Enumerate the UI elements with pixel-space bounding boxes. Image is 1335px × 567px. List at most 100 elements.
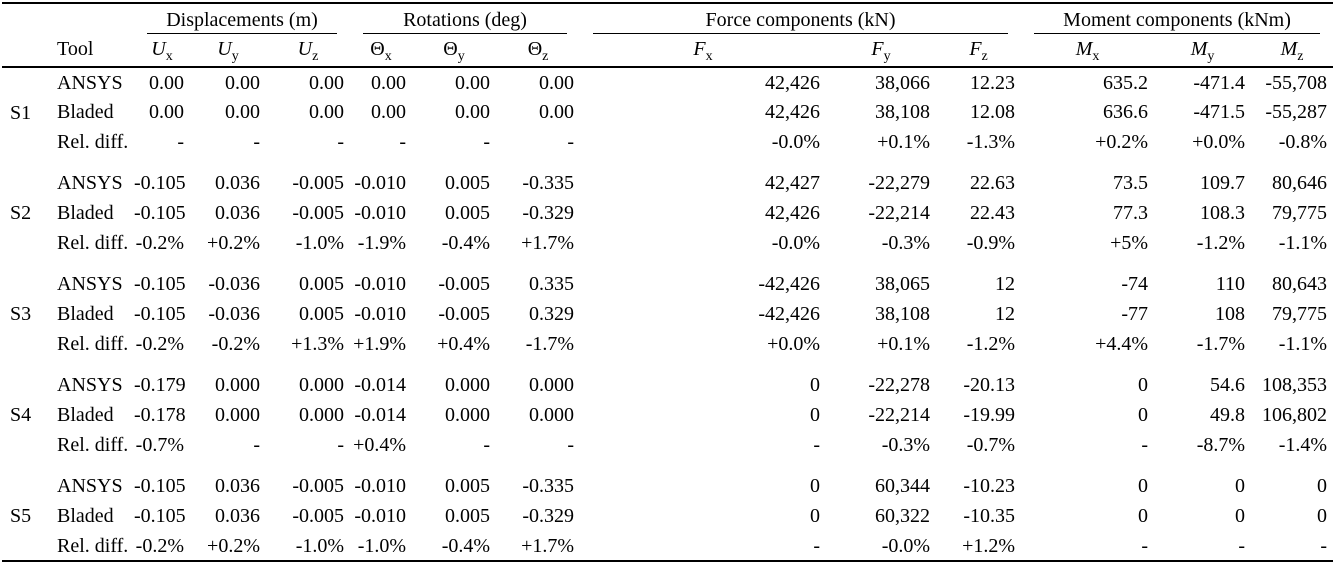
column-symbol: F: [969, 37, 982, 60]
value-cell: +1.2%: [962, 534, 1016, 557]
value-cell: 0.00: [371, 101, 407, 123]
value-cell: -0.014: [354, 374, 407, 396]
tool-cell: Rel. diff.: [57, 131, 129, 153]
group-label-forces: Force components (kN): [593, 10, 1009, 34]
value-cell: 60,322: [875, 505, 931, 527]
value-cell: -1.1%: [1278, 333, 1328, 355]
value-cell: 79,775: [1272, 303, 1328, 325]
value-cell: 0.000: [299, 404, 345, 426]
value-cell: 106,802: [1262, 404, 1328, 426]
value-cell: -0.010: [354, 475, 407, 497]
group-spacer: [2, 157, 1333, 168]
value-cell: -1.3%: [966, 131, 1016, 153]
column-header: Mx: [1021, 34, 1155, 68]
column-symbol: U: [151, 37, 166, 60]
value-cell: -: [483, 131, 491, 153]
value-cell: 0.00: [225, 71, 260, 94]
table-row: S4 ANSYS -0.179 0.000 0.000 -0.014 0.000…: [2, 370, 1333, 425]
value-cell: +0.0%: [767, 333, 821, 355]
table-row: S1 ANSYS 0.00 0.00 0.00 0.00 0.00 0.00 4…: [2, 67, 1333, 123]
value-cell: -0.178: [134, 404, 186, 426]
column-subscript: y: [231, 48, 239, 64]
table-body: S1 ANSYS 0.00 0.00 0.00 0.00 0.00 0.00 4…: [2, 67, 1333, 561]
column-header: Fz: [936, 34, 1022, 68]
table-row: S2 ANSYS -0.105 0.036 -0.005 -0.010 0.00…: [2, 168, 1333, 223]
value-cell: -: [483, 434, 491, 456]
value-cell: -: [253, 131, 260, 153]
section-label: S2: [10, 202, 32, 224]
value-cell: -42,426: [758, 273, 821, 295]
tool-column-header: Tool: [50, 34, 134, 68]
column-header: Θz: [496, 34, 581, 68]
value-cell: +1.3%: [291, 333, 345, 355]
value-cell: -0.105: [134, 202, 186, 224]
column-header: Ux: [134, 34, 190, 68]
column-symbol: U: [217, 37, 232, 60]
column-header: Uz: [266, 34, 351, 68]
corner-blank: [50, 3, 134, 34]
column-subscript: y: [1207, 48, 1215, 64]
value-cell: -0.005: [292, 172, 345, 194]
tool-cell: Rel. diff.: [57, 434, 129, 456]
value-cell: -1.0%: [295, 534, 345, 557]
value-cell: -0.329: [522, 202, 575, 224]
value-cell: -22,278: [868, 374, 931, 396]
value-cell: 22.43: [970, 202, 1016, 224]
table-row: Bladed -0.178 0.000 0.000 -0.014 0.000 0…: [2, 400, 1333, 430]
value-cell: -: [399, 131, 407, 153]
value-cell: -0.2%: [211, 333, 260, 355]
value-cell: 0.00: [455, 71, 491, 94]
value-cell: -: [1141, 534, 1149, 557]
value-cell: 0.000: [445, 404, 491, 426]
table-row: S5 ANSYS -0.105 0.036 -0.005 -0.010 0.00…: [2, 471, 1333, 526]
column-header: Θy: [412, 34, 497, 68]
value-cell: -0.4%: [441, 232, 491, 254]
value-cell: 73.5: [1113, 172, 1149, 194]
value-cell: 0.335: [529, 273, 575, 295]
value-cell: -: [813, 534, 821, 557]
spacer-cell: [2, 258, 1333, 269]
value-cell: 38,108: [875, 303, 931, 325]
value-cell: 0.036: [215, 505, 260, 527]
value-cell: -0.3%: [881, 434, 931, 456]
tool-cell: Bladed: [57, 404, 114, 426]
tool-cell: Bladed: [57, 505, 114, 527]
value-cell: +0.2%: [207, 534, 260, 557]
value-cell: -77: [1121, 303, 1149, 325]
tool-cell: Bladed: [57, 202, 114, 224]
corner-blank: [2, 3, 50, 34]
value-cell: -0.3%: [881, 232, 931, 254]
value-cell: 0: [1138, 404, 1149, 426]
column-subscript: x: [165, 48, 173, 64]
value-cell: -0.329: [522, 505, 575, 527]
value-cell: -0.2%: [135, 232, 184, 254]
subheader-blank: [2, 34, 50, 68]
value-cell: -42,426: [758, 303, 821, 325]
value-cell: 0: [810, 404, 821, 426]
tool-cell: ANSYS: [57, 374, 123, 396]
table-row: Bladed -0.105 -0.036 0.005 -0.010 -0.005…: [2, 299, 1333, 329]
value-cell: 12: [995, 303, 1016, 325]
value-cell: 0.005: [445, 172, 491, 194]
column-subscript: x: [705, 48, 713, 64]
value-cell: -20.13: [963, 374, 1016, 396]
table-row: Bladed 0.00 0.00 0.00 0.00 0.00 0.00 42,…: [2, 97, 1333, 127]
column-subscript: z: [981, 48, 988, 64]
value-cell: 0.00: [149, 71, 184, 94]
value-cell: -: [337, 131, 345, 153]
value-cell: -0.005: [438, 273, 491, 295]
value-cell: 0.00: [539, 101, 575, 123]
value-cell: 12: [995, 273, 1016, 295]
tool-cell: ANSYS: [57, 475, 123, 497]
value-cell: -74: [1121, 273, 1149, 295]
value-cell: -0.005: [292, 475, 345, 497]
value-cell: 42,427: [765, 172, 821, 194]
value-cell: 80,646: [1272, 172, 1328, 194]
value-cell: -471.5: [1193, 101, 1246, 123]
value-cell: -0.010: [354, 505, 407, 527]
value-cell: -0.0%: [771, 131, 821, 153]
column-header: Θx: [350, 34, 413, 68]
column-symbol: Θ: [443, 37, 458, 60]
column-header: Uy: [190, 34, 266, 68]
value-cell: 0.00: [149, 101, 184, 123]
